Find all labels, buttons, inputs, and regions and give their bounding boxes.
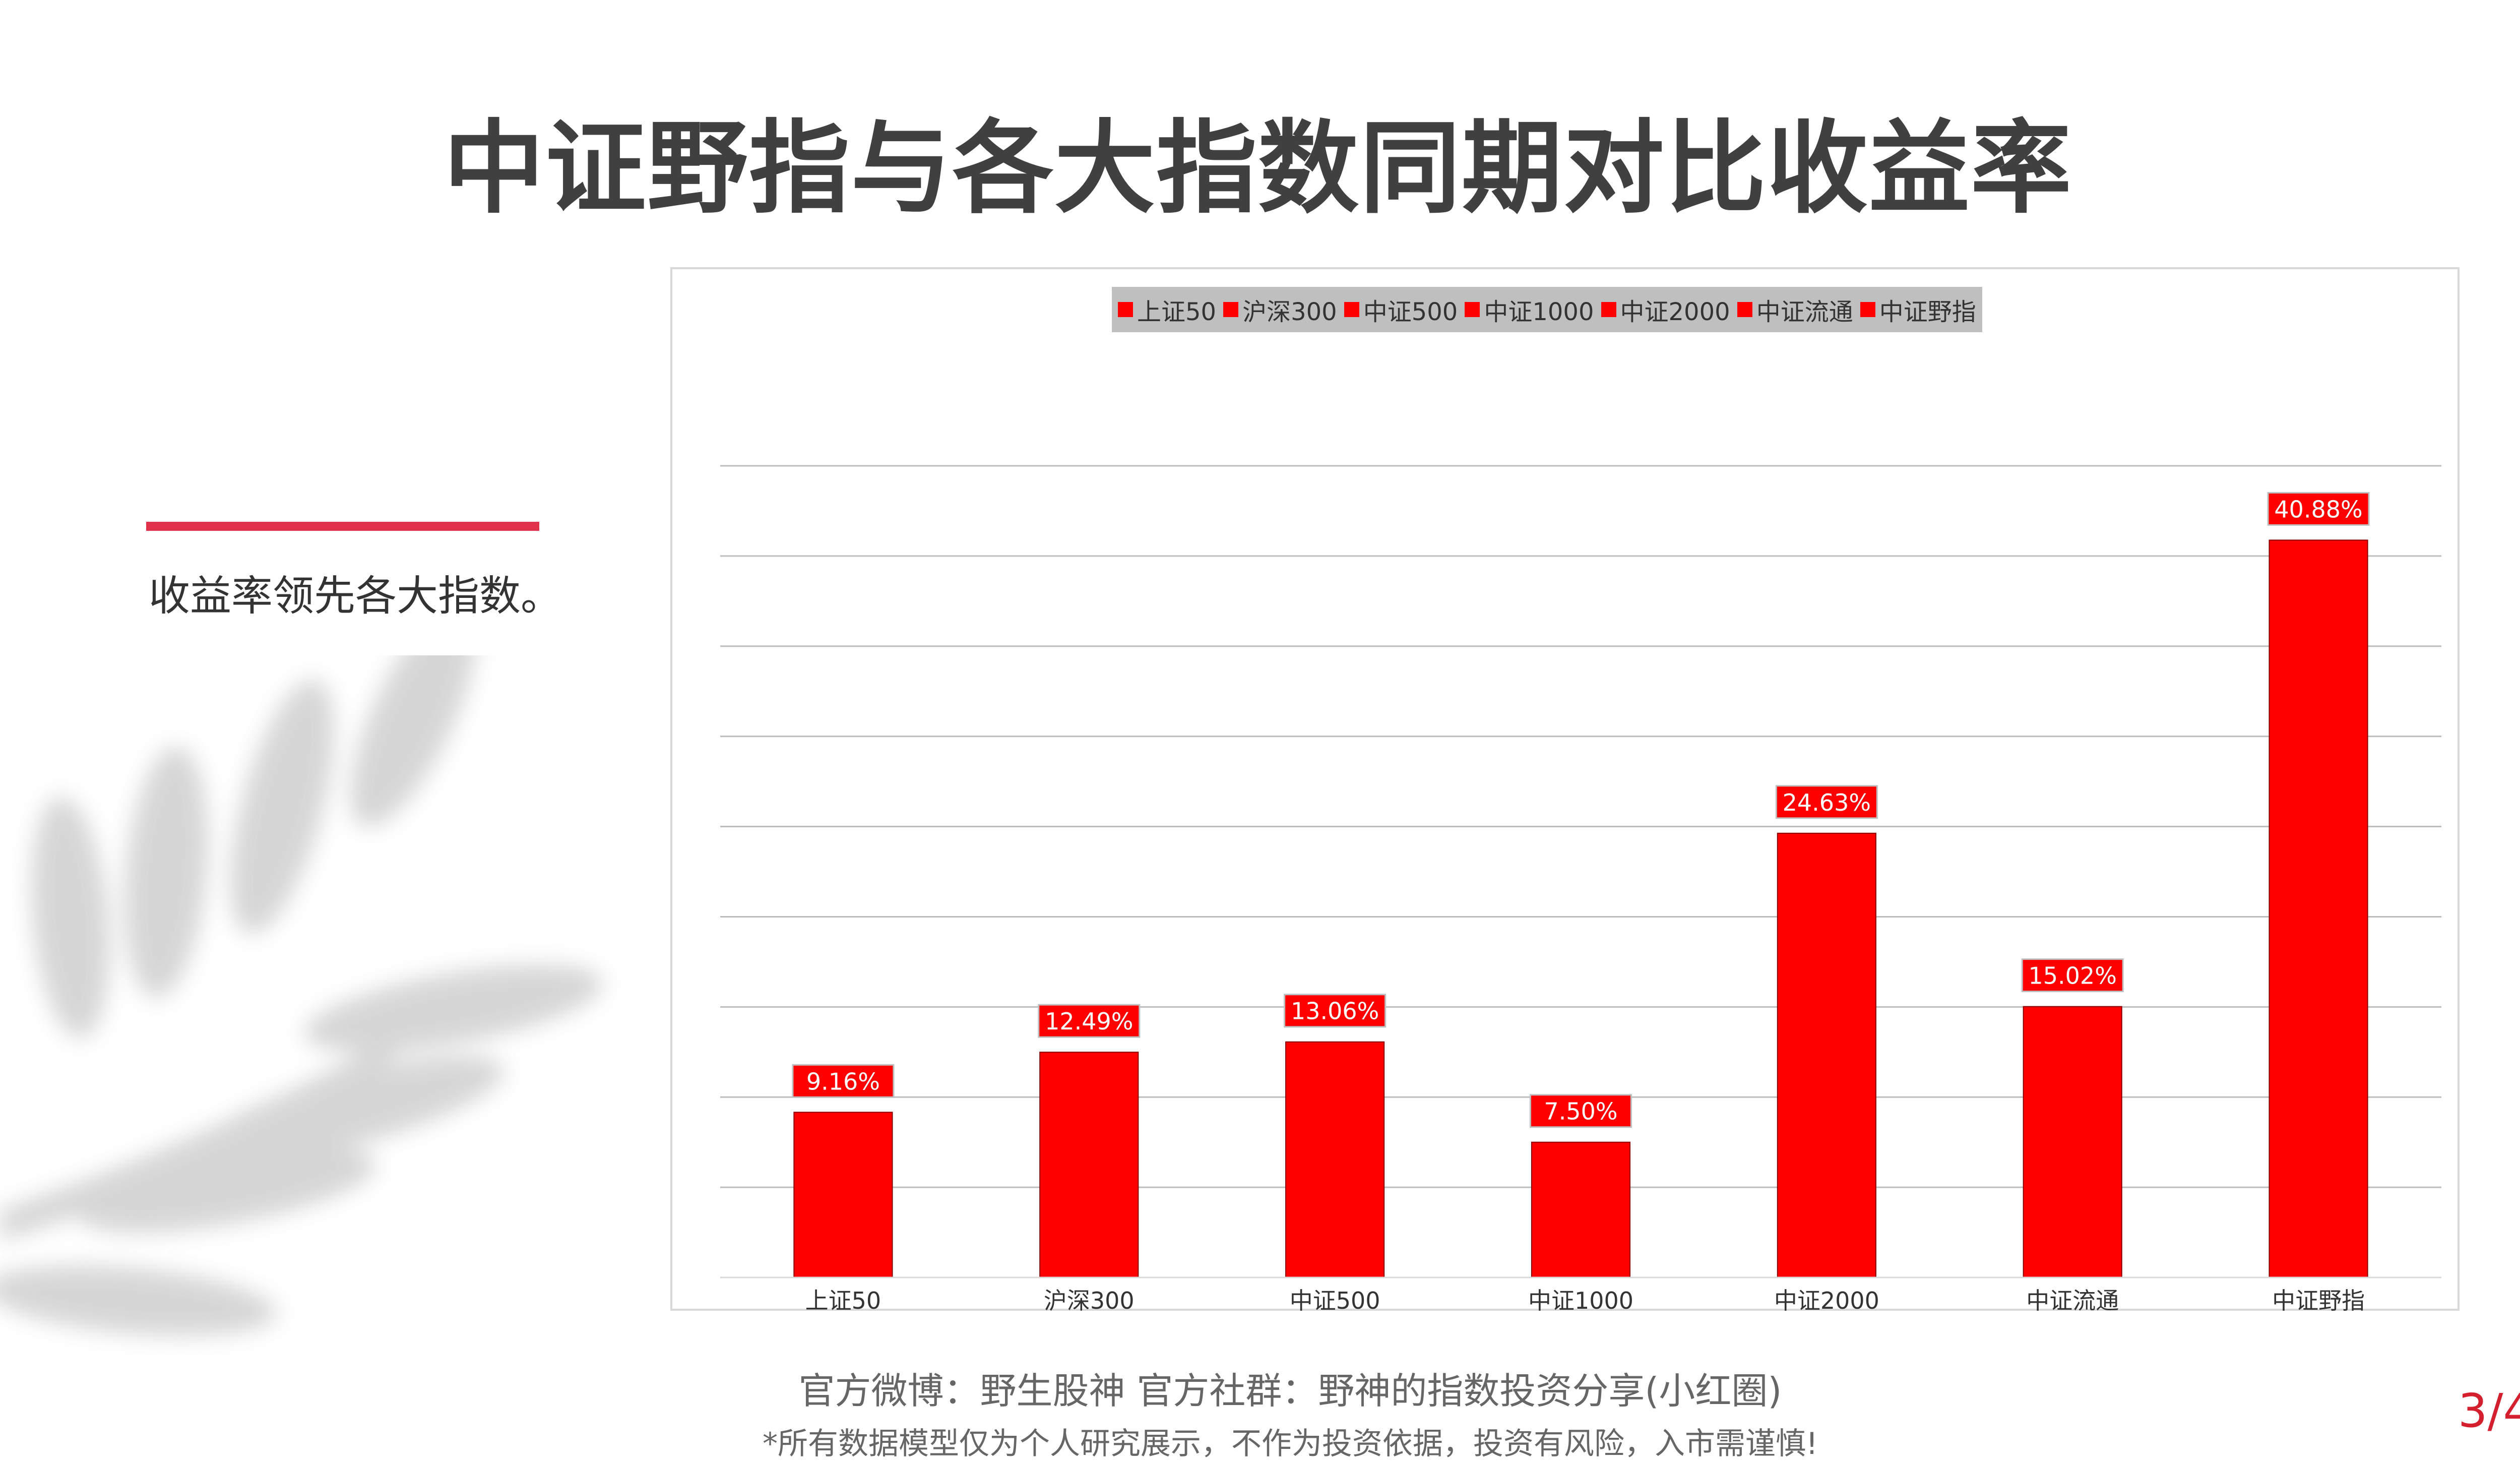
x-tick-label: 上证50 — [805, 1287, 881, 1313]
data-label: 15.02% — [2021, 958, 2124, 993]
legend-swatch — [1601, 302, 1616, 317]
legend-label: 中证2000 — [1620, 298, 1730, 326]
legend-item: 上证50 — [1118, 292, 1216, 327]
leaf-shadow-decoration — [0, 655, 603, 1336]
data-label-text: 24.63% — [1783, 789, 1871, 816]
data-label-box — [1038, 1004, 1141, 1038]
data-label: 12.49% — [1038, 1004, 1141, 1038]
x-tick-label: 中证500 — [1290, 1287, 1380, 1313]
x-tick-label: 中证1000 — [1528, 1287, 1633, 1313]
legend-label: 中证500 — [1363, 298, 1458, 326]
bar — [1531, 1141, 1631, 1278]
data-label-box — [2021, 958, 2124, 993]
bars — [720, 539, 2441, 1278]
bar — [1777, 832, 1876, 1278]
data-label-box — [2267, 492, 2370, 526]
bar — [1039, 1052, 1139, 1278]
legend-label: 中证1000 — [1484, 298, 1594, 326]
x-tick-label: 中证2000 — [1774, 1287, 1879, 1313]
bar-chart: 9.16% 12.49% 13.06% 7.50% 24.63% 15.02% 40.88%… — [670, 267, 2460, 1313]
footer-social-info: 官方微博：野生股神 官方社群：野神的指数投资分享(小红圈) — [798, 1370, 1782, 1412]
data-label-box — [1775, 785, 1878, 819]
data-labels: 9.16% 12.49% 13.06% 7.50% 24.63% 15.02% 40.88% — [792, 492, 2370, 1128]
data-label-text: 13.06% — [1291, 998, 1379, 1025]
legend-swatch — [1860, 302, 1875, 317]
data-label-text: 40.88% — [2274, 496, 2362, 523]
data-label: 13.06% — [1284, 994, 1387, 1028]
x-tick-label: 中证野指 — [2272, 1287, 2365, 1313]
chart-plot: 9.16% 12.49% 13.06% 7.50% 24.63% 15.02% 40.88%… — [720, 465, 2441, 1313]
legend-swatch — [1465, 302, 1480, 317]
legend-label: 沪深300 — [1242, 298, 1337, 326]
legend-label: 中证野指 — [1879, 298, 1976, 326]
accent-divider — [146, 522, 539, 531]
bar — [2269, 539, 2368, 1278]
legend-label: 中证流通 — [1756, 298, 1853, 326]
legend-item: 中证2000 — [1601, 292, 1730, 327]
legend-item: 中证流通 — [1737, 292, 1853, 327]
data-label-text: 15.02% — [2029, 962, 2117, 990]
data-label-text: 7.50% — [1544, 1098, 1617, 1125]
data-label: 24.63% — [1775, 785, 1878, 819]
legend-swatch — [1344, 302, 1359, 317]
data-label: 7.50% — [1530, 1094, 1632, 1128]
legend-item: 中证野指 — [1860, 292, 1976, 327]
x-tick-label: 中证流通 — [2026, 1287, 2119, 1313]
chart-legend: 上证50 沪深300 中证500 中证1000 中证2000 中证流通 中证野指 — [1112, 287, 1982, 332]
data-label-text: 12.49% — [1045, 1008, 1133, 1035]
legend-item: 中证1000 — [1465, 292, 1594, 327]
bar — [1285, 1041, 1385, 1278]
x-tick-labels: 上证50 沪深300 中证500 中证1000 中证2000 中证流通 中证野指 — [805, 1287, 2365, 1313]
legend-swatch — [1223, 302, 1239, 317]
bar — [793, 1112, 893, 1278]
x-tick-label: 沪深300 — [1044, 1287, 1135, 1313]
data-label-box — [792, 1064, 895, 1098]
data-label: 40.88% — [2267, 492, 2370, 526]
data-label-box — [1284, 994, 1387, 1028]
data-label-text: 9.16% — [806, 1068, 880, 1095]
legend-swatch — [1737, 302, 1752, 317]
legend-item: 沪深300 — [1223, 292, 1337, 327]
page-title: 中证野指与各大指数同期对比收益率 — [444, 110, 2073, 227]
page-number: 3/4 — [2458, 1384, 2520, 1438]
data-label-box — [1530, 1094, 1632, 1128]
footer-disclaimer: *所有数据模型仅为个人研究展示，不作为投资依据，投资有风险，入市需谨慎! — [762, 1426, 1818, 1461]
legend-swatch — [1118, 302, 1133, 317]
legend-label: 上证50 — [1137, 298, 1217, 326]
legend-item: 中证500 — [1344, 292, 1458, 327]
data-label: 9.16% — [792, 1064, 895, 1098]
bar — [2023, 1006, 2122, 1278]
subtitle-text: 收益率领先各大指数。 — [149, 572, 562, 620]
